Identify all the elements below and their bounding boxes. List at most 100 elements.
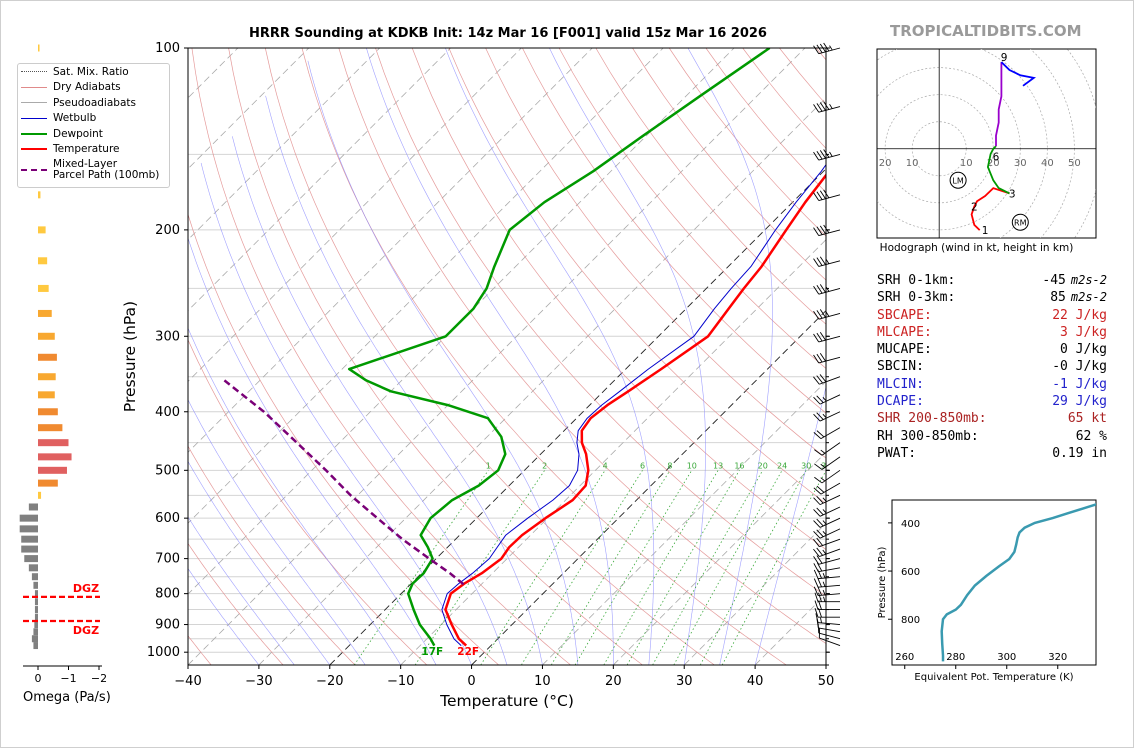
mixing-ratio-label: 10 <box>687 461 697 470</box>
theta-e-panel: 260 280 300 320 400 600 800 Equivalent Pot. Tem… <box>877 499 1097 683</box>
pseudoadiabat <box>366 48 614 665</box>
parameter-label: MLCIN: <box>877 376 924 392</box>
wind-barb-shaft <box>818 356 841 364</box>
hodograph-height-label: 1 <box>982 225 989 237</box>
wind-barb-shaft <box>819 394 841 405</box>
wind-barb <box>813 284 841 295</box>
dry-adiabat <box>338 48 826 645</box>
omega-bar <box>38 284 49 292</box>
mixing-ratio-line <box>652 470 764 665</box>
parameter-value: 62 % <box>1015 428 1107 445</box>
y-axis-label: Pressure (hPa) <box>121 301 139 412</box>
wind-barb <box>813 256 841 267</box>
parameter-row: SBCIN: -0 J/kg <box>877 358 1107 375</box>
parameter-value: -45 m2s-2 <box>1015 272 1107 289</box>
dry-adiabat <box>188 213 499 665</box>
pressure-tick-label: 700 <box>155 552 180 567</box>
mixing-ratio-line <box>673 470 783 665</box>
wind-barb-half <box>822 573 826 579</box>
temperature-tick-label: 10 <box>534 674 551 689</box>
wind-barb <box>813 42 841 55</box>
omega-bar <box>38 373 56 381</box>
parameter-row: MLCAPE: 3 J/kg <box>877 324 1107 341</box>
wind-barb-full <box>817 578 822 588</box>
wind-barb-shaft <box>818 335 841 343</box>
wind-barb-full <box>816 547 823 556</box>
storm-motion-marker <box>949 171 967 189</box>
wind-barb-full <box>823 149 830 158</box>
dry-adiabat <box>301 48 787 665</box>
parameter-label: DCAPE: <box>877 394 924 410</box>
parameter-row: SHR 200-850mb: 65 kt <box>877 410 1107 427</box>
wind-barb-half <box>822 497 827 502</box>
parameter-row: MUCAPE: 0 J/kg <box>877 341 1107 358</box>
mixing-ratio-line <box>353 470 489 665</box>
legend-label: Pseudoadiabats <box>53 96 136 109</box>
storm-motion-label: LM <box>952 176 963 185</box>
wind-barb-half <box>820 617 823 624</box>
skewt-profiles: 17F 22F <box>223 48 826 658</box>
omega-bar <box>31 573 38 581</box>
wind-barb-full <box>816 257 823 266</box>
dry-adiabat <box>595 48 826 325</box>
wind-barb <box>813 411 841 422</box>
legend: Sat. Mix. Ratio Dry Adiabats Pseudoadiabat… <box>17 63 170 188</box>
parameter-row: SBCAPE: 22 J/kg <box>877 307 1107 324</box>
wind-barb <box>813 578 841 588</box>
wind-barb-full <box>816 332 823 342</box>
wind-barb-full <box>819 102 826 111</box>
temperature-tick-label: 50 <box>818 674 835 689</box>
wind-barb-full <box>823 42 830 52</box>
wind-barb-shaft <box>818 194 841 201</box>
mixing-ratio-label: 6 <box>640 461 645 470</box>
wind-barb-full <box>818 592 822 602</box>
pseudoadiabat <box>188 237 437 665</box>
isotherm-line <box>188 48 380 241</box>
parameter-value-text: 22 J/kg <box>1052 307 1107 323</box>
wind-barb-full <box>813 333 820 343</box>
wind-barb-full <box>813 556 820 565</box>
wind-barb-full <box>813 285 820 295</box>
theta-e-x-label: Equivalent Pot. Temperature (K) <box>914 672 1073 683</box>
wind-barb-full <box>813 548 820 557</box>
parameter-label: SBCIN: <box>877 359 924 375</box>
temperature-tick-label: −10 <box>387 674 414 689</box>
wind-barb-full <box>813 538 820 547</box>
wind-barb <box>813 555 841 565</box>
parameter-value-text: -0 J/kg <box>1052 359 1107 375</box>
omega-bar <box>34 590 38 598</box>
dry-adiabat <box>191 48 571 665</box>
wind-barb-shaft <box>820 482 841 495</box>
dry-adiabat <box>375 48 826 597</box>
dry-adiabat <box>228 48 643 665</box>
wind-barb-full <box>823 224 830 234</box>
parameter-value-text: 3 J/kg <box>1060 324 1107 340</box>
pressure-tick-label: 800 <box>155 587 180 602</box>
legend-item: Sat. Mix. Ratio <box>18 64 169 80</box>
parameter-label: MUCAPE: <box>877 342 932 358</box>
hodograph-ring-label: 50 <box>1068 158 1081 169</box>
wind-barb-full <box>813 151 820 161</box>
wind-barb <box>814 469 841 484</box>
wind-barb-shaft <box>818 229 841 237</box>
wind-barb-half <box>829 45 833 51</box>
wind-barb <box>813 352 841 364</box>
wind-barb-full <box>813 586 819 596</box>
isotherm-line <box>188 48 310 170</box>
parameter-label: RH 300-850mb: <box>877 428 979 444</box>
wind-barb-shaft <box>818 287 841 295</box>
omega-bar <box>33 628 38 636</box>
theta-e-y-tick-label: 800 <box>901 615 920 626</box>
wind-barb-full <box>813 487 822 495</box>
mixing-ratio-line <box>626 470 740 665</box>
mixing-ratio-label: 13 <box>713 461 723 470</box>
wind-barb-shaft <box>818 627 841 633</box>
wind-barb <box>813 394 841 405</box>
mixing-ratio-label: 2 <box>542 461 547 470</box>
wind-barb-full <box>813 497 821 505</box>
omega-bar <box>38 408 58 416</box>
legend-swatch <box>21 168 47 171</box>
wind-barb-shaft <box>821 442 841 456</box>
hodograph-plot: 20 10 10 20 30 40 50 12 3 6 9 LM RM <box>877 49 1096 238</box>
